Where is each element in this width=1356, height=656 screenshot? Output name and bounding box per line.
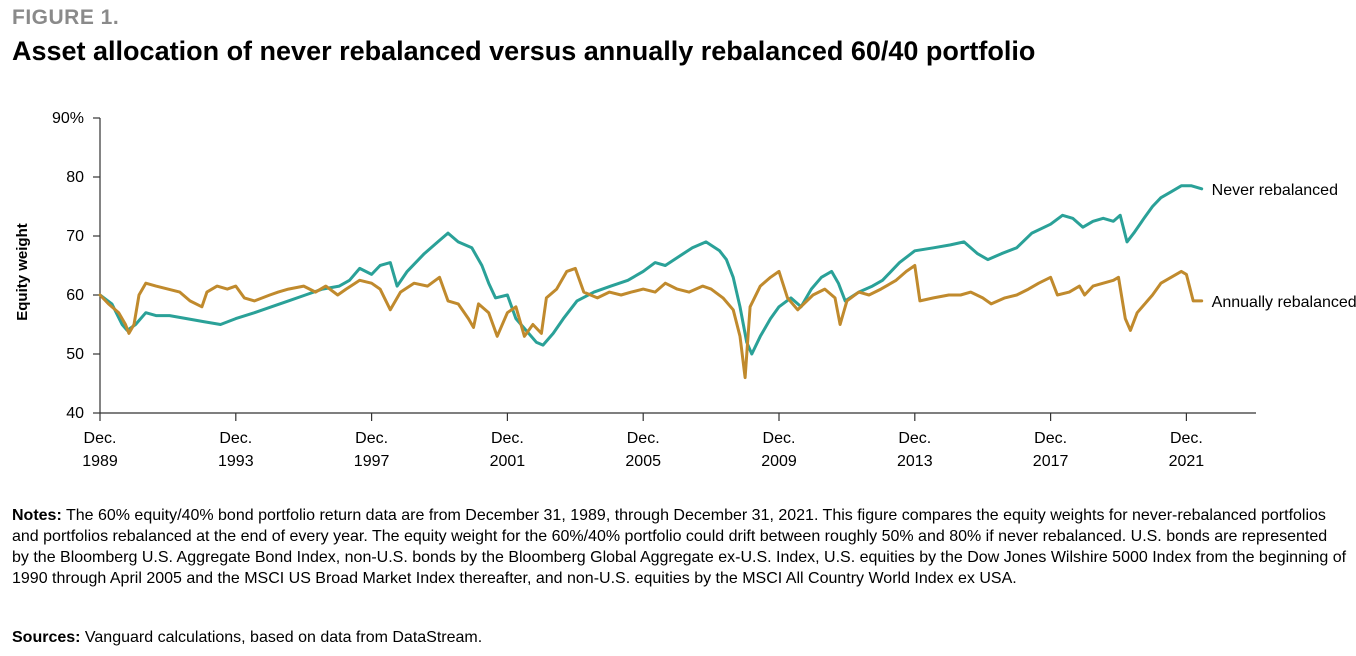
x-tick-label-year: 2021 (1169, 453, 1205, 470)
y-tick-label: 70 (66, 228, 84, 245)
x-tick-label-year: 2001 (490, 453, 526, 470)
notes-text: The 60% equity/40% bond portfolio return… (12, 507, 1347, 587)
notes-label: Notes: (12, 507, 62, 524)
x-tick-label-month: Dec. (763, 430, 796, 447)
x-tick-label-month: Dec. (898, 430, 931, 447)
series-layer: Never rebalanced Annually rebalanced (98, 182, 1356, 380)
series-line-annually-rebalanced (98, 264, 1204, 380)
x-tick-label-year: 1993 (218, 453, 254, 470)
series-label-annually-rebalanced: Annually rebalanced (1212, 294, 1356, 311)
x-tick-label-month: Dec. (355, 430, 388, 447)
x-tick-label-month: Dec. (491, 430, 524, 447)
x-tick-label-year: 1989 (82, 453, 118, 470)
x-axis: Dec. 1989 Dec. 1993 Dec. 1997 Dec. 2001 Dec. 2005… (82, 412, 1256, 470)
sources: Sources: Vanguard calculations, based on… (12, 629, 482, 647)
x-tick-label-year: 2005 (625, 453, 661, 470)
y-tick-label: 40 (66, 405, 84, 422)
notes: Notes: The 60% equity/40% bond portfolio… (12, 505, 1347, 589)
series-label-never-rebalanced: Never rebalanced (1212, 182, 1338, 199)
x-tick-label-month: Dec. (84, 430, 117, 447)
x-tick-label-month: Dec. (219, 430, 252, 447)
x-tick-label-year: 1997 (354, 453, 390, 470)
x-tick-label-month: Dec. (1170, 430, 1203, 447)
y-axis: 40 50 60 70 80 90% (52, 110, 101, 422)
x-tick-label-year: 2017 (1033, 453, 1069, 470)
y-tick-label: 50 (66, 346, 84, 363)
figure-label: FIGURE 1. (12, 6, 120, 29)
x-tick-label-month: Dec. (1034, 430, 1067, 447)
x-tick-label-month: Dec. (627, 430, 660, 447)
y-tick-label: 90% (52, 110, 84, 127)
chart-title: Asset allocation of never rebalanced ver… (12, 36, 1036, 66)
series-line-never-rebalanced (98, 184, 1204, 356)
y-axis-label: Equity weight (14, 223, 31, 321)
y-tick-label: 80 (66, 169, 84, 186)
x-tick-label-year: 2009 (761, 453, 797, 470)
sources-text: Vanguard calculations, based on data fro… (80, 629, 483, 646)
sources-label: Sources: (12, 629, 81, 646)
x-tick-label-year: 2013 (897, 453, 933, 470)
y-tick-label: 60 (66, 287, 84, 304)
